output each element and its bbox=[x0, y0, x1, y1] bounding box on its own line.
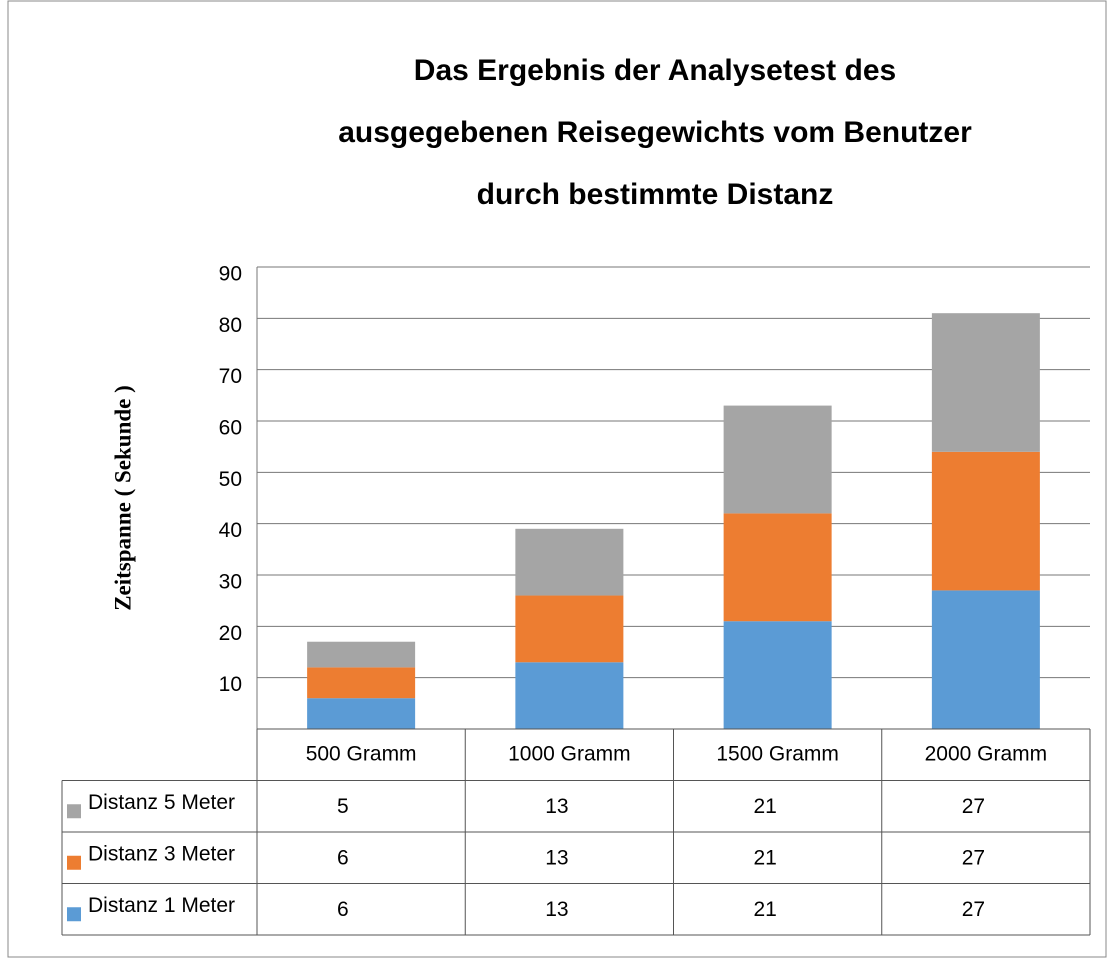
bar-segment bbox=[931, 590, 1040, 729]
y-axis-label: Zeitspanne ( Sekunde ) bbox=[110, 385, 135, 611]
legend-label: Distanz 1 Meter bbox=[88, 894, 235, 917]
y-tick-label: 80 bbox=[219, 314, 242, 337]
legend-label: Distanz 5 Meter bbox=[88, 791, 235, 814]
table-value: 13 bbox=[545, 846, 568, 869]
x-tick-label: 1000 Gramm bbox=[508, 742, 631, 765]
bar-segment bbox=[723, 405, 832, 514]
table-value: 5 bbox=[337, 795, 349, 818]
bar-segment bbox=[515, 528, 624, 596]
table-value: 21 bbox=[754, 795, 777, 818]
legend-swatch bbox=[67, 907, 81, 922]
y-tick-label: 10 bbox=[219, 673, 242, 696]
x-tick-label: 1500 Gramm bbox=[716, 742, 839, 765]
table-value: 13 bbox=[545, 898, 568, 921]
table-value: 27 bbox=[962, 795, 985, 818]
bar-segment bbox=[931, 451, 1040, 591]
legend-swatch bbox=[67, 804, 81, 819]
y-tick-label: 40 bbox=[219, 519, 242, 542]
y-tick-label: 30 bbox=[219, 571, 242, 594]
bar-segment bbox=[307, 641, 416, 668]
legend-swatch bbox=[67, 855, 81, 870]
bar-segment bbox=[307, 667, 416, 699]
x-tick-label: 500 Gramm bbox=[306, 742, 417, 765]
bar-segment bbox=[307, 698, 416, 729]
y-tick-label: 20 bbox=[219, 622, 242, 645]
y-tick-label: 70 bbox=[219, 365, 242, 388]
table-value: 21 bbox=[754, 898, 777, 921]
table-value: 13 bbox=[545, 795, 568, 818]
bar-segment bbox=[723, 621, 832, 729]
chart-border bbox=[7, 0, 1107, 958]
table-value: 21 bbox=[754, 846, 777, 869]
bar-segment bbox=[515, 662, 624, 729]
table-value: 6 bbox=[337, 846, 349, 869]
y-tick-label: 90 bbox=[219, 263, 242, 286]
chart-title: Das Ergebnis der Analysetest des ausgege… bbox=[338, 54, 972, 211]
bar-segment bbox=[931, 313, 1040, 452]
y-tick-label: 50 bbox=[219, 468, 242, 491]
legend-label: Distanz 3 Meter bbox=[88, 842, 235, 865]
y-tick-label: 60 bbox=[219, 417, 242, 440]
x-tick-label: 2000 Gramm bbox=[925, 742, 1048, 765]
table-value: 27 bbox=[962, 898, 985, 921]
bar-segment bbox=[723, 513, 832, 622]
table-value: 6 bbox=[337, 898, 349, 921]
table-value: 27 bbox=[962, 846, 985, 869]
bar-segment bbox=[515, 595, 624, 663]
